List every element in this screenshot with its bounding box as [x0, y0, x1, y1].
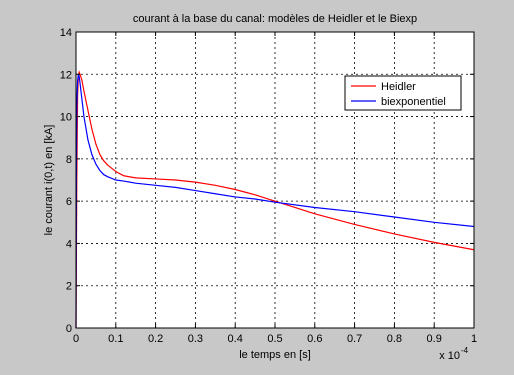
y-tick-label: 6 — [66, 196, 72, 208]
x-tick-label: 0.5 — [267, 333, 282, 345]
y-tick-label: 14 — [60, 27, 72, 39]
y-tick-label: 2 — [66, 281, 72, 293]
y-axis-label: le courant i(0,t) en [kA] — [43, 125, 55, 236]
x-tick-label: 0.6 — [307, 333, 322, 345]
x-tick-label: 0.9 — [427, 333, 442, 345]
x-tick-label: 0 — [73, 333, 79, 345]
chart-title: courant à la base du canal: modèles de H… — [133, 13, 417, 25]
x-tick-label: 1 — [471, 333, 477, 345]
x-tick-label: 0.4 — [228, 333, 243, 345]
x-tick-label: 0.1 — [108, 333, 123, 345]
grid — [76, 32, 474, 328]
legend-label-biexponentiel: biexponentiel — [381, 96, 446, 108]
x-multiplier-exponent: -4 — [461, 346, 469, 355]
x-multiplier: x 10 — [439, 350, 460, 362]
y-tick-label: 4 — [66, 238, 72, 250]
y-tick-label: 12 — [60, 69, 72, 81]
x-tick-label: 0.3 — [188, 333, 203, 345]
series-line-biexponentiel — [75, 74, 475, 329]
legend: Heidler biexponentiel — [344, 75, 462, 111]
legend-box — [344, 75, 462, 111]
y-tick-label: 8 — [66, 154, 72, 166]
x-tick-label: 0.7 — [347, 333, 362, 345]
x-axis-label: le temps en [s] — [239, 349, 311, 361]
y-tick-label: 0 — [66, 323, 72, 335]
legend-label-heidler: Heidler — [381, 81, 416, 93]
y-tick-label: 10 — [60, 112, 72, 124]
x-tick-label: 0.8 — [387, 333, 402, 345]
x-tick-label: 0.2 — [148, 333, 163, 345]
